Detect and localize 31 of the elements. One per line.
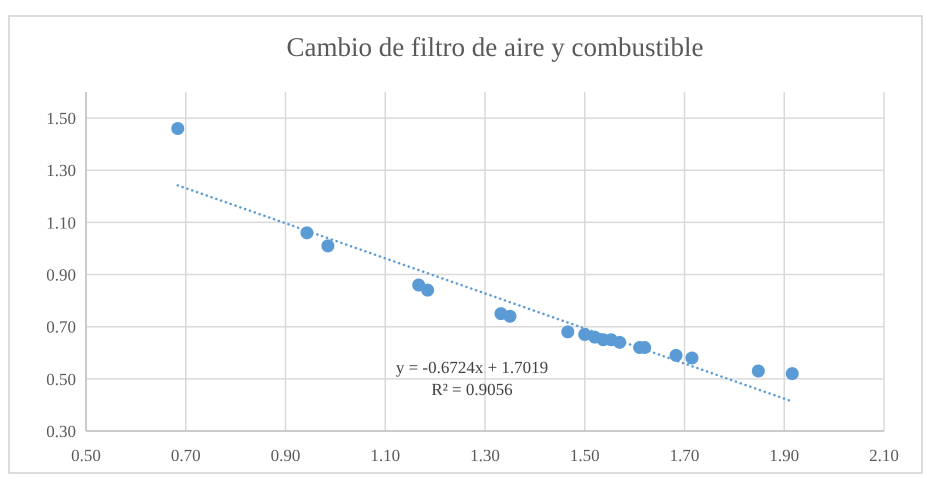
y-tick-label: 1.10 <box>46 213 76 232</box>
y-tick-label: 1.50 <box>46 109 76 128</box>
x-tick-label: 0.70 <box>170 446 201 465</box>
y-tick-label: 1.30 <box>46 161 76 180</box>
point <box>321 239 334 252</box>
point <box>561 325 574 338</box>
point <box>752 364 765 378</box>
x-tick-label: 0.90 <box>270 446 300 465</box>
x-tick-label: 1.30 <box>470 446 500 465</box>
point <box>503 310 516 323</box>
y-tick-label: 0.30 <box>46 422 76 441</box>
x-tick-label: 0.50 <box>71 446 101 465</box>
x-tick-label: 1.70 <box>670 446 700 465</box>
annotation: y = -0.6724x + 1.7019 <box>396 358 548 377</box>
x-tick-label: 1.90 <box>769 446 800 465</box>
x-tick-label: 1.10 <box>370 446 400 465</box>
point <box>300 226 314 240</box>
point <box>613 336 626 349</box>
point <box>685 351 698 364</box>
annotation: R² = 0.9056 <box>431 380 513 399</box>
point <box>421 284 434 297</box>
point <box>171 122 184 136</box>
point <box>670 348 683 362</box>
chart-title: Cambio de filtro de aire y combustible <box>286 32 704 62</box>
x-tick-label: 1.50 <box>570 446 600 465</box>
y-tick-label: 0.50 <box>46 370 76 389</box>
y-tick-label: 0.90 <box>46 265 76 284</box>
x-tick-label: 2.10 <box>869 446 899 465</box>
point <box>412 278 426 292</box>
y-tick-label: 0.70 <box>46 318 76 337</box>
point <box>786 367 799 380</box>
